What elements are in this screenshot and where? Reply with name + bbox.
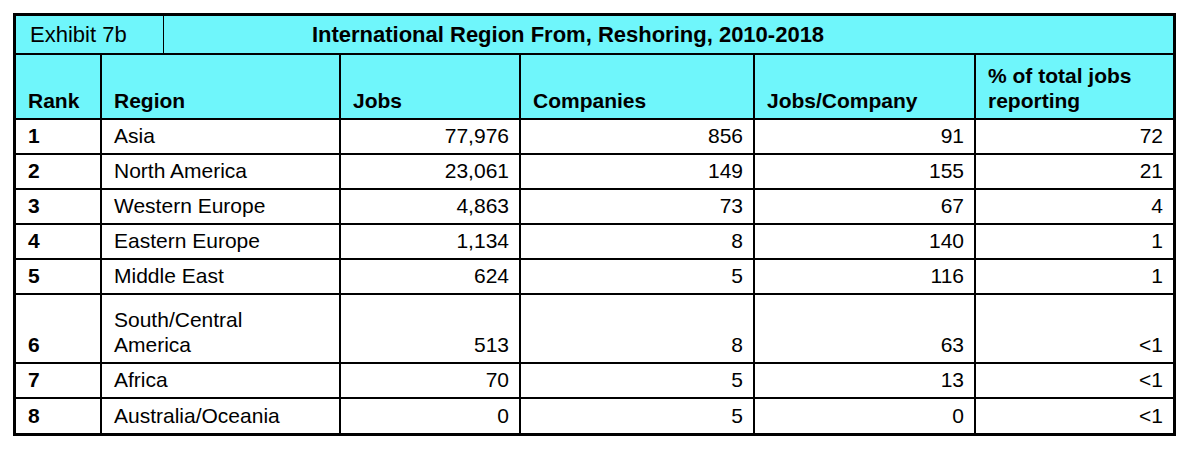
cell-region: South/Central America — [101, 294, 340, 363]
cell-pct-total-jobs: 4 — [975, 189, 1173, 224]
header-row: Rank Region Jobs Companies Jobs/Company … — [16, 55, 1173, 119]
cell-companies: 8 — [520, 294, 754, 363]
cell-pct-total-jobs: 21 — [975, 154, 1173, 189]
cell-pct-total-jobs: 72 — [975, 119, 1173, 154]
col-header-rank: Rank — [16, 55, 101, 119]
cell-rank: 2 — [16, 154, 101, 189]
col-header-jobs-per-company: Jobs/Company — [754, 55, 975, 119]
page: Exhibit 7b International Region From, Re… — [0, 0, 1188, 450]
table-row: 7 Africa 70 5 13 <1 — [16, 363, 1173, 398]
cell-pct-total-jobs: <1 — [975, 294, 1173, 363]
exhibit-label: Exhibit 7b — [16, 16, 164, 53]
cell-companies: 8 — [520, 224, 754, 259]
cell-jobs: 1,134 — [340, 224, 520, 259]
table-row: 6 South/Central America 513 8 63 <1 — [16, 294, 1173, 363]
table-row: 2 North America 23,061 149 155 21 — [16, 154, 1173, 189]
cell-rank: 5 — [16, 259, 101, 294]
cell-pct-total-jobs: <1 — [975, 363, 1173, 398]
cell-region: Africa — [101, 363, 340, 398]
cell-pct-total-jobs: 1 — [975, 259, 1173, 294]
cell-pct-total-jobs: <1 — [975, 398, 1173, 433]
cell-companies: 149 — [520, 154, 754, 189]
cell-region: Eastern Europe — [101, 224, 340, 259]
col-header-pct-total-jobs: % of total jobs reporting — [975, 55, 1173, 119]
col-header-jobs: Jobs — [340, 55, 520, 119]
cell-jobs: 513 — [340, 294, 520, 363]
cell-jobs-per-company: 67 — [754, 189, 975, 224]
cell-companies: 73 — [520, 189, 754, 224]
cell-jobs-per-company: 91 — [754, 119, 975, 154]
cell-jobs: 77,976 — [340, 119, 520, 154]
table-row: 8 Australia/Oceania 0 5 0 <1 — [16, 398, 1173, 433]
title-bar: Exhibit 7b International Region From, Re… — [16, 16, 1173, 55]
cell-jobs-per-company: 63 — [754, 294, 975, 363]
cell-rank: 3 — [16, 189, 101, 224]
table-row: 5 Middle East 624 5 116 1 — [16, 259, 1173, 294]
cell-jobs: 23,061 — [340, 154, 520, 189]
data-table: Rank Region Jobs Companies Jobs/Company … — [16, 55, 1173, 433]
cell-rank: 4 — [16, 224, 101, 259]
cell-companies: 5 — [520, 398, 754, 433]
cell-jobs: 4,863 — [340, 189, 520, 224]
cell-rank: 8 — [16, 398, 101, 433]
table-row: 3 Western Europe 4,863 73 67 4 — [16, 189, 1173, 224]
table-row: 1 Asia 77,976 856 91 72 — [16, 119, 1173, 154]
cell-rank: 7 — [16, 363, 101, 398]
col-header-region: Region — [101, 55, 340, 119]
table-title: International Region From, Reshoring, 20… — [164, 16, 1173, 53]
col-header-companies: Companies — [520, 55, 754, 119]
cell-companies: 856 — [520, 119, 754, 154]
cell-rank: 1 — [16, 119, 101, 154]
exhibit-table: Exhibit 7b International Region From, Re… — [13, 13, 1176, 436]
cell-pct-total-jobs: 1 — [975, 224, 1173, 259]
cell-jobs-per-company: 13 — [754, 363, 975, 398]
cell-region: Middle East — [101, 259, 340, 294]
cell-region: Asia — [101, 119, 340, 154]
cell-companies: 5 — [520, 259, 754, 294]
cell-region: Western Europe — [101, 189, 340, 224]
cell-region: Australia/Oceania — [101, 398, 340, 433]
cell-region: North America — [101, 154, 340, 189]
cell-jobs: 624 — [340, 259, 520, 294]
cell-jobs-per-company: 140 — [754, 224, 975, 259]
table-row: 4 Eastern Europe 1,134 8 140 1 — [16, 224, 1173, 259]
cell-companies: 5 — [520, 363, 754, 398]
cell-jobs-per-company: 0 — [754, 398, 975, 433]
cell-rank: 6 — [16, 294, 101, 363]
cell-jobs-per-company: 155 — [754, 154, 975, 189]
cell-jobs-per-company: 116 — [754, 259, 975, 294]
cell-jobs: 70 — [340, 363, 520, 398]
cell-jobs: 0 — [340, 398, 520, 433]
